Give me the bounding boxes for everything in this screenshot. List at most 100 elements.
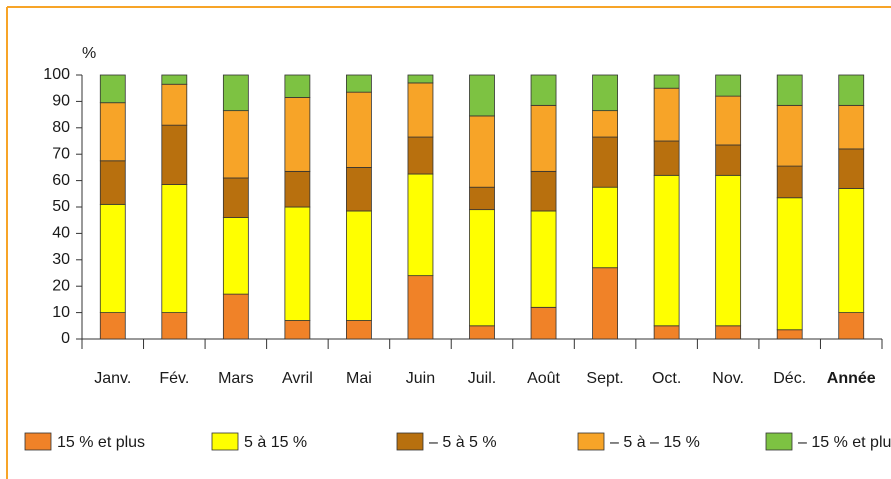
bar-segment [469, 209, 495, 327]
bar-segment [592, 110, 618, 138]
bar-segment [407, 275, 434, 340]
bar-segment [838, 104, 865, 150]
x-tick-label: Janv. [94, 370, 131, 387]
bar-segment [222, 110, 249, 179]
bar-segment [99, 74, 126, 104]
bar-segment [530, 210, 557, 308]
bar-segment [715, 174, 742, 327]
bar-segment [161, 312, 188, 340]
bar-segment [222, 217, 249, 295]
bar-segment [838, 148, 865, 189]
x-tick-label: Oct. [652, 370, 681, 387]
bar-segment [776, 104, 803, 167]
x-tick-label: Mai [346, 370, 372, 387]
bar-segment [838, 312, 865, 340]
x-tick-label: Juil. [468, 370, 496, 387]
bar-segment [592, 74, 618, 112]
x-tick-label: Fév. [159, 370, 189, 387]
bar-segment [346, 74, 372, 93]
bar-segment [99, 312, 126, 340]
bar-segment [592, 267, 618, 340]
bar-segment [469, 186, 495, 211]
bar-segment [407, 173, 434, 277]
bar-segment [776, 74, 803, 106]
bar-segment [469, 74, 495, 117]
bar-segment [715, 74, 742, 97]
y-tick-label: 0 [61, 330, 70, 347]
y-unit-label: % [82, 45, 96, 62]
bar-segment [776, 197, 803, 331]
x-tick-label: Sept. [586, 370, 623, 387]
y-tick-label: 90 [52, 93, 70, 110]
legend-swatch [765, 432, 793, 451]
bar-segment [161, 74, 188, 85]
bar-segment [161, 124, 188, 185]
bar-segment [469, 325, 495, 340]
bar-segment [653, 74, 680, 89]
bar-segment [653, 87, 680, 142]
bar-segment [530, 74, 557, 106]
y-tick-label: 30 [52, 251, 70, 268]
bar-segment [838, 188, 865, 314]
bar-segment [530, 306, 557, 340]
bar-segment [469, 115, 495, 188]
bar-segment [161, 184, 188, 313]
x-tick-label: Août [527, 370, 560, 387]
bar-segment [592, 186, 618, 269]
legend-label: 5 à 15 % [244, 434, 307, 451]
legend-label: – 5 à 5 % [429, 434, 497, 451]
bar-segment [222, 293, 249, 340]
bar-segment [346, 166, 372, 212]
bar-segment [99, 102, 126, 162]
bar-segment [715, 95, 742, 146]
bar-segment [407, 82, 434, 138]
y-tick-label: 40 [52, 225, 70, 242]
bar-segment [99, 203, 126, 313]
bar-segment [653, 174, 680, 327]
bar-segment [776, 329, 803, 340]
bar-segment [592, 136, 618, 188]
bar-segment [530, 170, 557, 212]
legend-label: – 5 à – 15 % [610, 434, 700, 451]
bar-segment [653, 140, 680, 176]
bar-segment [715, 144, 742, 176]
bar-segment [284, 170, 311, 208]
y-tick-label: 100 [43, 66, 70, 83]
bar-segment [222, 177, 249, 218]
bar-segment [161, 83, 188, 126]
y-tick-label: 60 [52, 172, 70, 189]
y-tick-label: 20 [52, 277, 70, 294]
x-tick-label: Année [827, 370, 876, 387]
bar-segment [838, 74, 865, 106]
bar-segment [284, 97, 311, 172]
bar-segment [407, 74, 434, 84]
legend-swatch [577, 432, 605, 451]
y-tick-label: 10 [52, 304, 70, 321]
bar-segment [776, 165, 803, 199]
legend-label: – 15 % et plus [798, 434, 891, 451]
bar-segment [284, 206, 311, 321]
legend-label: 15 % et plus [57, 434, 145, 451]
y-tick-label: 50 [52, 198, 70, 215]
y-tick-label: 70 [52, 145, 70, 162]
bar-segment [346, 320, 372, 340]
legend-swatch [396, 432, 424, 451]
x-tick-label: Juin [406, 370, 435, 387]
bar-segment [346, 91, 372, 168]
x-tick-label: Nov. [712, 370, 744, 387]
bar-segment [284, 74, 311, 98]
bar-segment [530, 104, 557, 172]
x-tick-label: Mars [218, 370, 254, 387]
bar-segment [222, 74, 249, 112]
legend-swatch [211, 432, 239, 451]
bar-segment [346, 210, 372, 321]
bar-segment [715, 325, 742, 340]
bar-segment [407, 136, 434, 175]
bar-segment [284, 320, 311, 340]
bar-segment [99, 160, 126, 205]
y-tick-label: 80 [52, 119, 70, 136]
x-tick-label: Déc. [773, 370, 806, 387]
bar-segment [653, 325, 680, 340]
x-tick-label: Avril [282, 370, 313, 387]
